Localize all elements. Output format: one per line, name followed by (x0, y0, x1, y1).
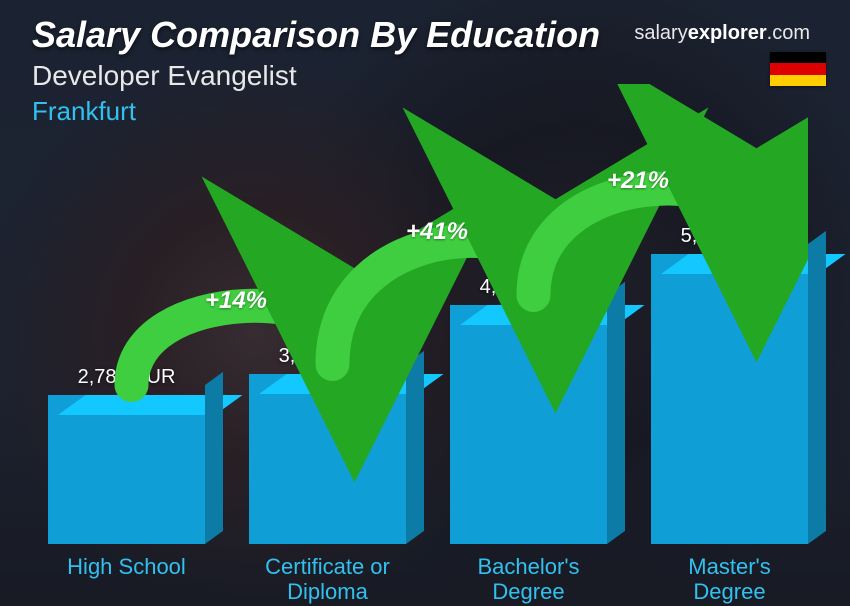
bar-value-label: 4,470 EUR (480, 276, 578, 299)
bar (48, 395, 205, 544)
bar (651, 254, 808, 544)
brand-label: salaryexplorer.com (634, 22, 810, 45)
chart-canvas: Salary Comparison By Education Developer… (0, 0, 850, 606)
brand-prefix: salary (634, 22, 687, 44)
brand-suffix: .com (767, 22, 810, 44)
germany-flag-icon (770, 52, 826, 86)
brand-bold: explorer (688, 22, 767, 44)
bar-col: 2,780 EUR High School (48, 366, 205, 544)
bar-col: 3,170 EUR Certificate orDiploma (249, 345, 406, 544)
chart-title: Salary Comparison By Education (32, 14, 600, 56)
bar-container: 2,780 EUR High School 3,170 EUR Certific… (48, 134, 808, 544)
bar-value-label: 2,780 EUR (78, 366, 176, 389)
chart-subtitle: Developer Evangelist (32, 60, 297, 92)
bar-col: 5,420 EUR Master'sDegree (651, 225, 808, 544)
bar-col: 4,470 EUR Bachelor'sDegree (450, 276, 607, 544)
chart-location: Frankfurt (32, 96, 136, 127)
bar-value-label: 3,170 EUR (279, 345, 377, 368)
bar-value-label: 5,420 EUR (681, 225, 779, 248)
bar (450, 305, 607, 544)
bar (249, 374, 406, 544)
bar-category-label: Master'sDegree (604, 554, 850, 605)
